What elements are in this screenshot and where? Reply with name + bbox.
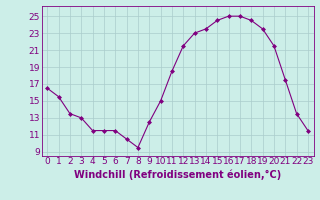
X-axis label: Windchill (Refroidissement éolien,°C): Windchill (Refroidissement éolien,°C) [74, 169, 281, 180]
